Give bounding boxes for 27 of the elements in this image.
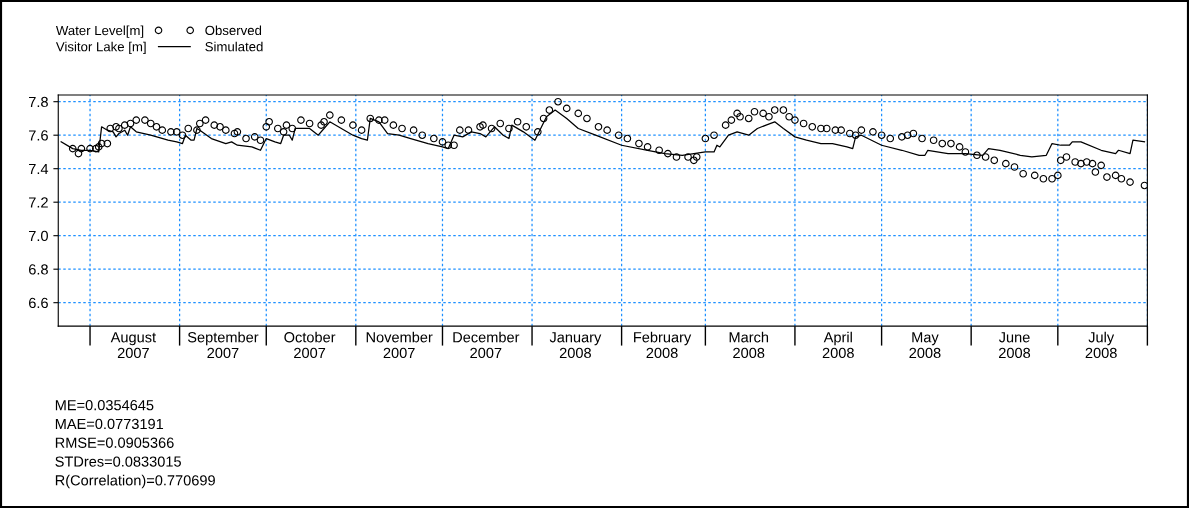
x-tick-label: August 2007: [110, 332, 156, 359]
x-tick-label: February 2008: [634, 331, 692, 359]
text: ME=0.0354645: [55, 399, 154, 411]
y-tick-label: 7.8: [29, 96, 48, 108]
y-tick-label: 7.6: [29, 130, 48, 141]
x-tick-label: April 2008: [822, 331, 854, 359]
y-tick-label: 7.0: [29, 230, 48, 242]
x-tick-label: October 2007: [284, 331, 336, 359]
y-tick-label: 6.8: [29, 264, 48, 275]
legend-label: Simulated: [205, 41, 263, 52]
y-tick-label: 7.4: [29, 163, 49, 174]
x-tick-label: September 2007: [187, 331, 259, 359]
x-tick-label: January 2008: [549, 332, 602, 359]
text: R(Correlation)=0.770699: [55, 474, 215, 489]
x-tick-label: November 2007: [366, 331, 433, 359]
text: MAE=0.0773191: [55, 418, 164, 430]
y-tick-label: 6.6: [29, 297, 48, 309]
text: RMSE=0.0905366: [55, 437, 174, 448]
legend-label: Observed: [205, 25, 262, 36]
x-tick-label: June 2008: [998, 332, 1031, 359]
x-tick-label: July 2008: [1085, 331, 1117, 359]
x-tick-label: May 2008: [909, 332, 941, 359]
legend-title: Water Level[m] Visitor Lake [m]: [55, 25, 146, 54]
text: STDres=0.0833015: [55, 456, 181, 467]
x-tick-label: December 2007: [453, 331, 520, 359]
y-tick-label: 7.2: [29, 197, 48, 208]
x-tick-label: March 2008: [729, 331, 769, 359]
